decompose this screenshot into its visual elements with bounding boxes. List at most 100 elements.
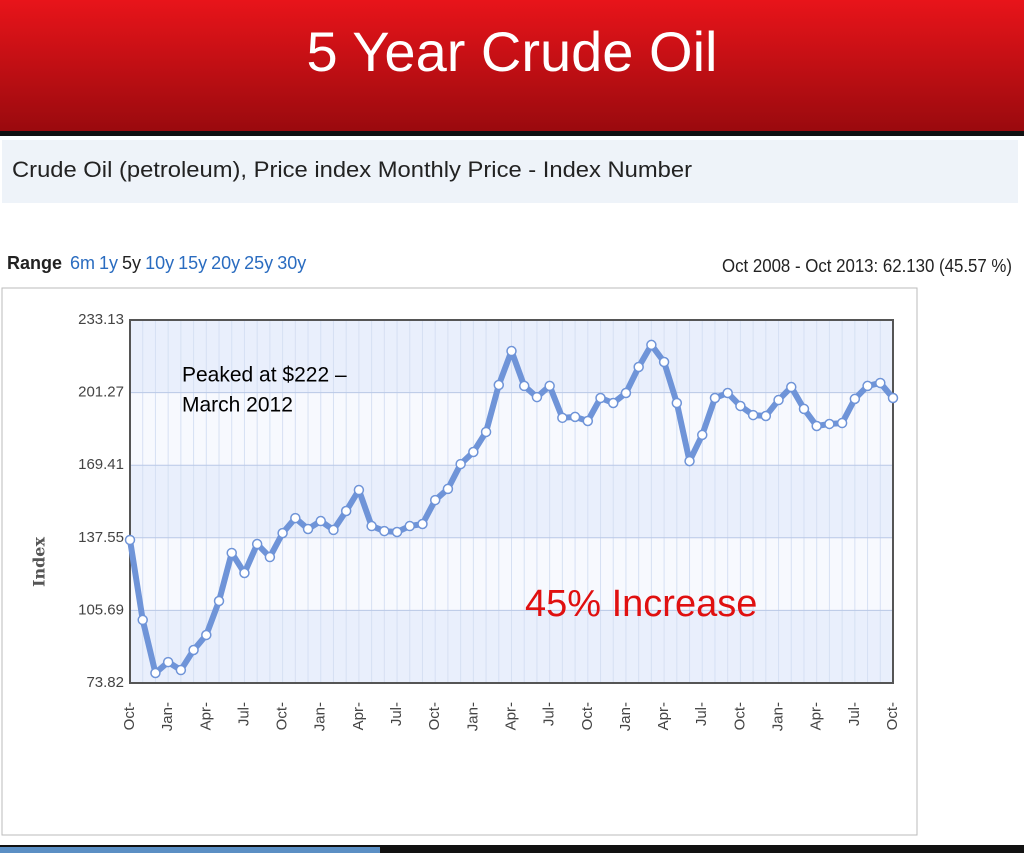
marker (493, 379, 505, 391)
marker (824, 418, 835, 430)
range-option: 5y (122, 253, 141, 273)
marker (442, 483, 454, 495)
marker (264, 551, 276, 563)
annotation: 45% Increase (525, 583, 757, 625)
x-tick-label: Jul- (846, 702, 863, 726)
range-label: Range (7, 253, 62, 273)
x-tick-label: Apr- (655, 702, 672, 730)
marker (607, 397, 619, 409)
y-tick-label: 105.69 (78, 601, 124, 618)
marker (239, 567, 250, 579)
marker (862, 380, 873, 392)
range-option[interactable]: 25y (244, 253, 273, 273)
marker (417, 518, 428, 530)
marker (633, 361, 644, 373)
marker (709, 392, 721, 404)
header-band (2, 140, 1018, 203)
marker (162, 656, 174, 668)
x-tick-label: Oct- (121, 702, 138, 730)
range-row: Range 6m 1y 5y 10y 15y 20y 25y 30y (7, 253, 306, 273)
marker (251, 538, 263, 550)
marker (328, 524, 339, 536)
banner (0, 0, 1024, 131)
marker (480, 426, 492, 438)
y-axis-label: Index (30, 537, 49, 587)
x-tick-label: Jan- (770, 702, 787, 731)
marker (315, 515, 326, 527)
x-tick-label: Jan- (312, 702, 329, 731)
range-option[interactable]: 20y (211, 253, 240, 273)
x-tick-label: Jan- (159, 702, 176, 731)
x-tick-label: Apr- (502, 702, 519, 730)
marker (773, 394, 784, 406)
marker (302, 523, 314, 535)
marker (124, 534, 136, 546)
x-tick-label: Jan- (464, 702, 481, 731)
x-tick-label: Apr- (350, 702, 367, 730)
marker (531, 391, 543, 403)
range-option[interactable]: 10y (145, 253, 174, 273)
marker (760, 410, 772, 422)
marker (875, 377, 886, 389)
x-tick-label: Oct- (884, 702, 901, 730)
footer-stripe (0, 847, 380, 853)
marker (379, 525, 390, 537)
marker (786, 381, 797, 393)
marker (887, 392, 899, 404)
marker (582, 415, 594, 427)
marker (836, 417, 848, 429)
marker (353, 484, 365, 496)
marker (506, 345, 517, 357)
y-tick-label: 201.27 (78, 384, 124, 401)
x-tick-label: Oct- (731, 702, 748, 730)
y-tick-label: 169.41 (78, 456, 124, 473)
marker (188, 644, 199, 656)
plot: 73.82 105.69 137.55 169.41 201.27 233.13 Index… (30, 311, 901, 731)
marker (569, 411, 581, 423)
x-tick-label: Oct- (274, 702, 291, 730)
x-tick-label: Oct- (426, 702, 443, 730)
range-option[interactable]: 15y (178, 253, 207, 273)
marker (137, 614, 148, 626)
marker (429, 494, 441, 506)
marker (620, 387, 632, 399)
marker (735, 400, 746, 412)
marker (798, 403, 810, 415)
marker (722, 387, 733, 399)
marker (404, 520, 416, 532)
marker (595, 392, 606, 404)
marker (697, 429, 708, 441)
y-tick-label: 233.13 (78, 311, 124, 328)
marker (671, 397, 683, 409)
range-option[interactable]: 6m (70, 253, 95, 273)
marker (226, 547, 237, 559)
plot-border (129, 319, 894, 684)
marker (557, 412, 568, 424)
header: Crude Oil (petroleum), Price index Month… (12, 157, 692, 182)
marker (468, 446, 479, 458)
x-tick-label: Jan- (617, 702, 634, 731)
range-option[interactable]: 1y (99, 253, 118, 273)
x-tick-label: Apr- (197, 702, 214, 730)
marker (290, 512, 301, 524)
x-tick-label: Jul- (541, 702, 558, 726)
marker (175, 664, 187, 676)
x-tick-label: Oct- (579, 702, 596, 730)
x-tick-label: Jul- (388, 702, 405, 726)
marker (544, 380, 555, 392)
banner-rule (0, 131, 1024, 136)
marker (684, 455, 695, 467)
marker (391, 526, 403, 538)
marker (366, 520, 377, 532)
marker (150, 667, 161, 679)
x-tick-label: Jul- (693, 702, 710, 726)
footer-bar (0, 845, 1024, 853)
marker (201, 629, 212, 641)
marker (646, 339, 657, 351)
annotation: March 2012 (182, 394, 293, 417)
marker (849, 393, 861, 405)
annotation: Peaked at $222 – (182, 364, 347, 387)
range-option[interactable]: 30y (277, 253, 306, 273)
marker (213, 595, 225, 607)
x-tick-label: Apr- (808, 702, 825, 730)
